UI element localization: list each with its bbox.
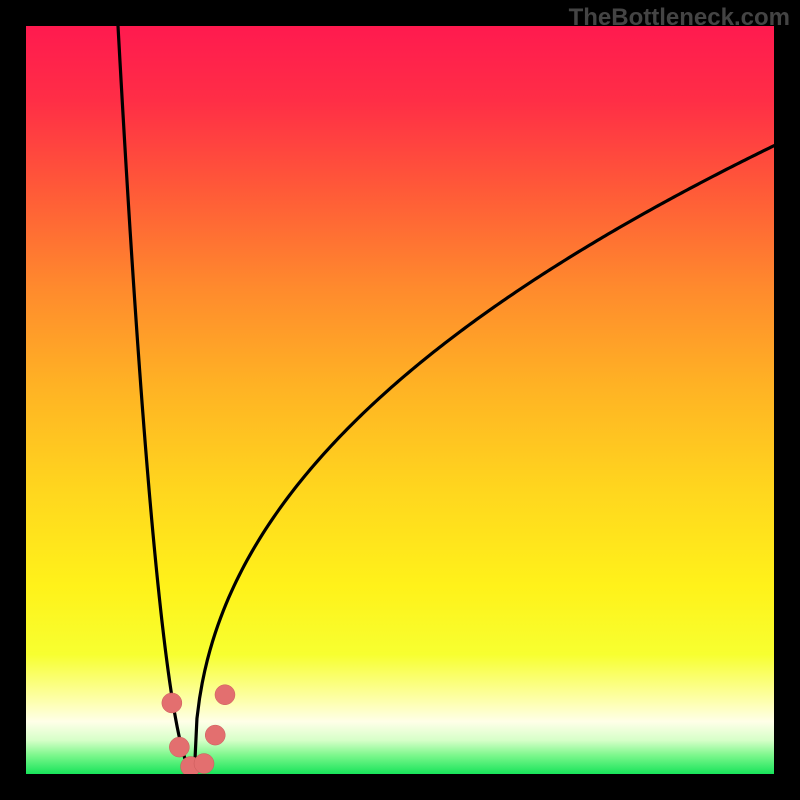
marker-point — [205, 725, 225, 745]
marker-point — [215, 685, 235, 705]
marker-point — [162, 693, 182, 713]
watermark-text: TheBottleneck.com — [569, 4, 790, 32]
plot-background — [26, 26, 774, 774]
marker-point — [194, 754, 214, 774]
marker-point — [169, 737, 189, 757]
